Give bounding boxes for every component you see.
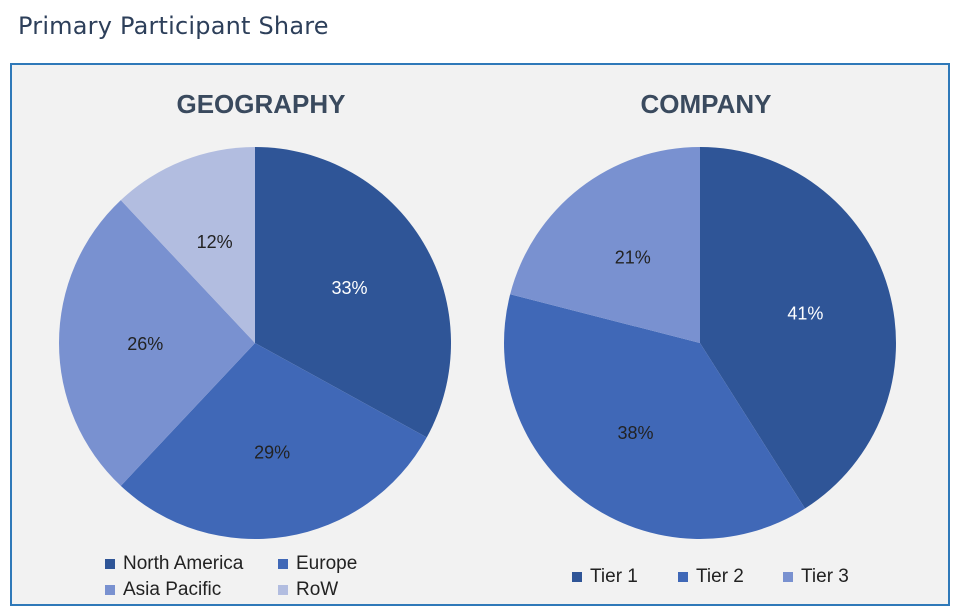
legend-label: Tier 1 — [590, 566, 638, 587]
company-slice-tier-1 — [700, 147, 896, 509]
geography-slice-europe — [120, 343, 427, 539]
legend-label: Asia Pacific — [123, 579, 222, 600]
company-data-label-tier-3: 21% — [615, 247, 651, 267]
legend-label: Tier 2 — [696, 566, 744, 587]
legend-swatch — [278, 559, 288, 569]
company-data-label-tier-1: 41% — [787, 303, 823, 323]
legend-label: RoW — [296, 579, 339, 600]
pie-charts: 33% 29% 26% 12% 41% 38% 21% — [59, 147, 896, 539]
company-slice-tier-2 — [504, 294, 806, 539]
legend-label: Europe — [296, 553, 358, 574]
company-legend-item-tier-3: Tier 3 — [783, 566, 849, 588]
geography-data-label-row: 12% — [197, 232, 233, 252]
legend-label: North America — [123, 553, 244, 574]
legend-swatch — [105, 559, 115, 569]
geography-legend-item-asia-pacific: Asia Pacific — [105, 579, 221, 601]
legend-label: Tier 3 — [801, 566, 849, 587]
geography-legend-item-north-america: North America — [105, 553, 243, 575]
geography-slice-north-america — [255, 147, 451, 438]
geography-slice-row — [120, 147, 255, 343]
company-legend-item-tier-2: Tier 2 — [678, 566, 744, 588]
company-slice-tier-3 — [510, 147, 700, 343]
legend-swatch — [783, 572, 793, 582]
geography-chart-title: GEOGRAPHY — [176, 89, 346, 119]
legend-swatch — [678, 572, 688, 582]
company-legend-item-tier-1: Tier 1 — [572, 566, 638, 588]
geography-data-label-north-america: 33% — [331, 278, 367, 298]
geography-data-label-asia-pacific: 26% — [127, 334, 163, 354]
legend-swatch — [105, 585, 115, 595]
geography-legend-item-europe: Europe — [278, 553, 357, 575]
legend-swatch — [278, 585, 288, 595]
legend-swatch — [572, 572, 582, 582]
company-chart-title: COMPANY — [640, 89, 772, 119]
page-title: Primary Participant Share — [18, 12, 329, 40]
geography-slice-asia-pacific — [59, 200, 256, 486]
chart-panel: GEOGRAPHY COMPANY 33% 29% 26% 12% 41% 38% 21% … — [10, 63, 950, 606]
geography-legend-item-row: RoW — [278, 579, 338, 601]
geography-data-label-europe: 29% — [254, 442, 290, 462]
company-data-label-tier-2: 38% — [617, 423, 653, 443]
